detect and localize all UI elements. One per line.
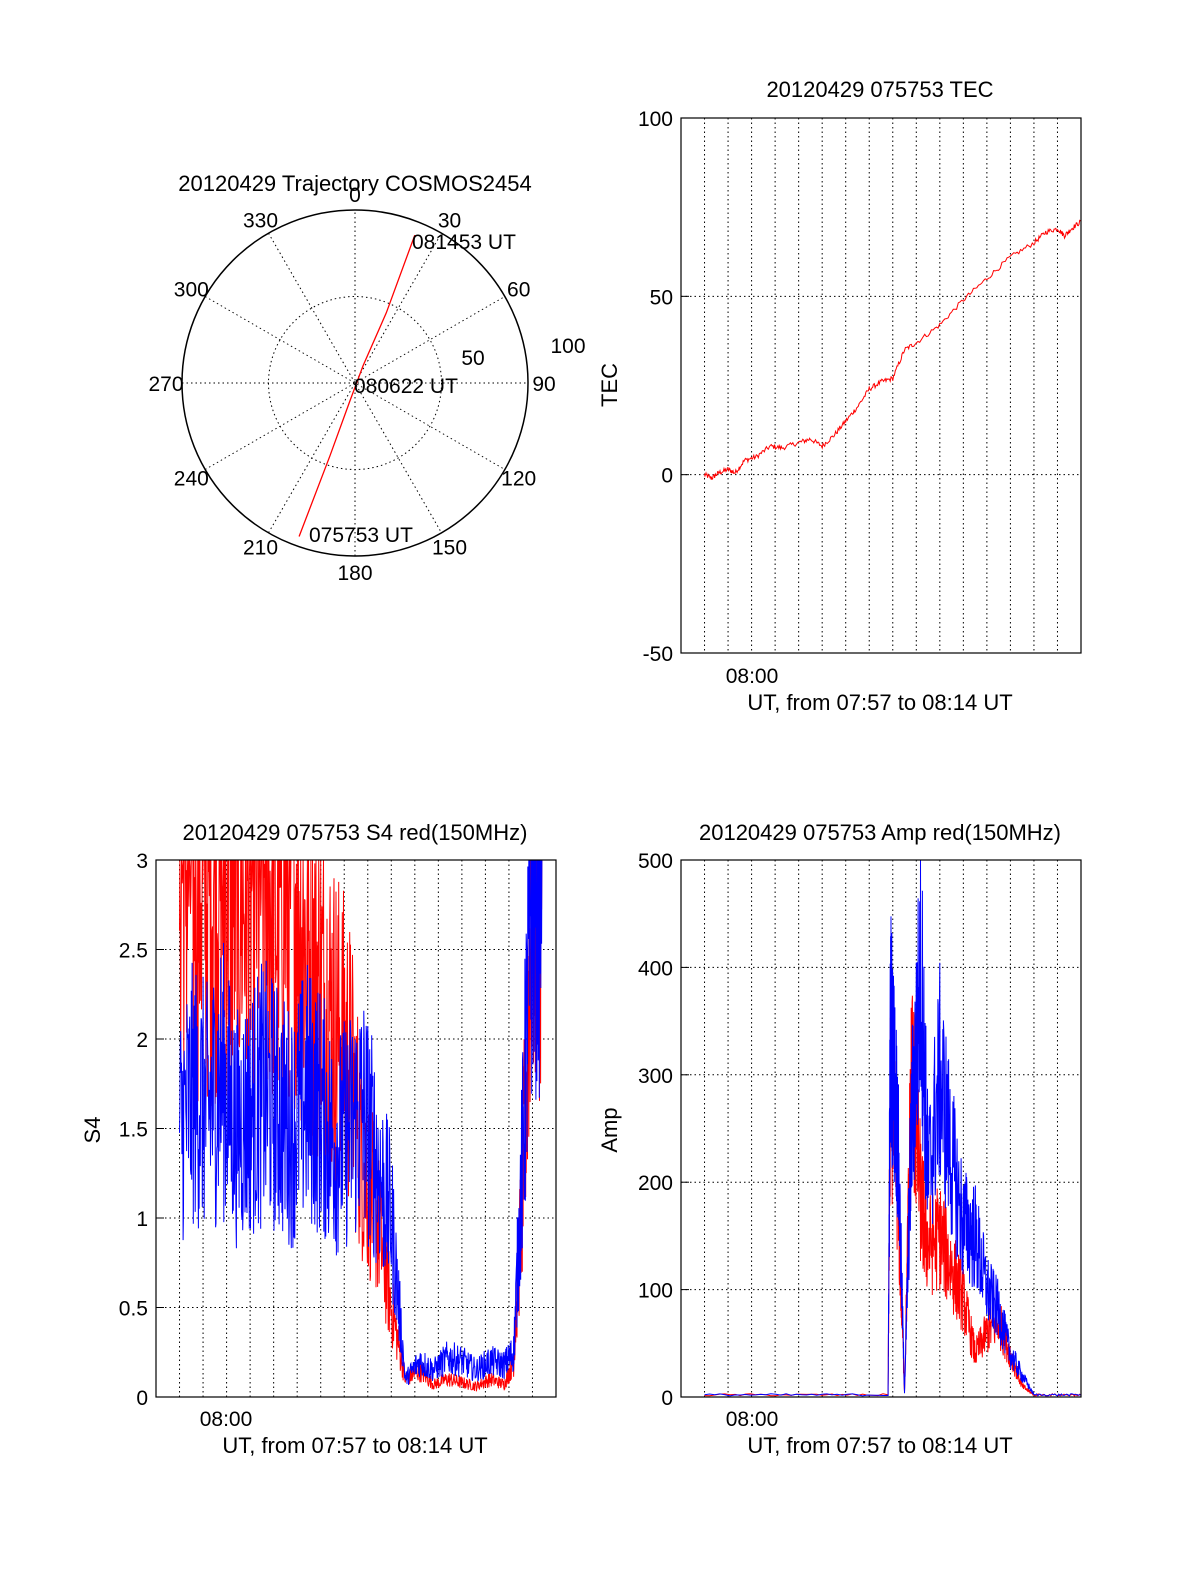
amp-x-tick-label: 08:00 — [726, 1408, 779, 1431]
amp-ytick-label: 500 — [638, 850, 673, 873]
s4-ytick-label: 3 — [136, 850, 148, 873]
amp-ytick-label: 0 — [661, 1387, 673, 1410]
s4-y-axis-label: S4 — [80, 1117, 105, 1144]
amp-ytick-label: 400 — [638, 957, 673, 980]
amp-ytick-label: 100 — [638, 1280, 673, 1303]
tec-ytick-label: 50 — [650, 286, 673, 309]
polar-spoke-30 — [268, 232, 442, 534]
radial-label-50: 50 — [461, 347, 484, 370]
polar-spoke-120 — [204, 296, 506, 470]
s4-plot-frame — [155, 859, 557, 1398]
trajectory-track — [298, 234, 416, 537]
tec-ytick-label: 0 — [661, 465, 673, 488]
tec-x-tick-label: 08:00 — [726, 665, 779, 688]
tec-grid — [681, 117, 1081, 654]
tec-y-tick-labels: -50 0 50 100 — [638, 108, 673, 666]
tec-series-red — [704, 219, 1082, 480]
amp-ytick-label: 200 — [638, 1172, 673, 1195]
angle-label-330: 330 — [243, 209, 278, 232]
tec-series — [704, 219, 1082, 480]
amp-title: 20120429 075753 Amp red(150MHz) — [699, 820, 1061, 845]
angle-label-30: 30 — [438, 209, 461, 232]
s4-x-tick-label: 08:00 — [200, 1408, 253, 1431]
trajectory-title: 20120429 Trajectory COSMOS2454 — [178, 171, 531, 196]
angle-label-270: 270 — [148, 373, 183, 396]
angle-label-60: 60 — [507, 279, 530, 302]
amp-panel: 20120429 075753 Amp red(150MHz) 0 100 200 3… — [597, 820, 1082, 1458]
amp-series-blue — [704, 859, 1082, 1397]
amp-y-axis-label: Amp — [597, 1107, 622, 1152]
amp-grid — [681, 859, 1081, 1398]
s4-series-blue — [179, 859, 543, 1385]
tec-ytick-label: -50 — [643, 643, 673, 666]
angle-labels: 0 30 60 90 120 150 180 210 240 270 300 330 — [148, 184, 555, 585]
amp-y-tick-labels: 0 100 200 300 400 500 — [638, 850, 673, 1410]
angle-label-210: 210 — [243, 537, 278, 560]
tec-plot-frame — [680, 117, 1082, 654]
amp-x-axis-label: UT, from 07:57 to 08:14 UT — [747, 1433, 1012, 1458]
s4-ytick-label: 1 — [136, 1208, 148, 1231]
polar-spoke-60 — [204, 296, 506, 470]
trajectory-polar-plot: 20120429 Trajectory COSMOS2454 0 30 60 90 12… — [148, 171, 585, 585]
tec-x-axis-label: UT, from 07:57 to 08:14 UT — [747, 690, 1012, 715]
s4-series — [179, 859, 543, 1392]
s4-ytick-label: 0.5 — [119, 1298, 148, 1321]
start-time-label: 075753 UT — [309, 524, 413, 547]
polar-grid — [182, 210, 528, 556]
s4-ytick-label: 0 — [136, 1387, 148, 1410]
angle-label-150: 150 — [432, 537, 467, 560]
tec-y-axis-label: TEC — [597, 363, 622, 407]
middle-time-label: 080622 UT — [354, 375, 458, 398]
s4-ytick-label: 1.5 — [119, 1119, 148, 1142]
s4-panel: 20120429 075753 S4 red(150MHz) 0 0.5 1 1.5 2… — [80, 820, 557, 1458]
amp-ytick-label: 300 — [638, 1065, 673, 1088]
angle-label-0: 0 — [349, 184, 361, 207]
amp-plot-frame — [680, 859, 1082, 1398]
polar-spoke-150 — [268, 232, 442, 534]
radial-label-100: 100 — [550, 335, 585, 358]
s4-ytick-label: 2.5 — [119, 940, 148, 963]
tec-ytick-label: 100 — [638, 108, 673, 131]
s4-title: 20120429 075753 S4 red(150MHz) — [183, 820, 528, 845]
angle-label-90: 90 — [532, 373, 555, 396]
s4-x-axis-label: UT, from 07:57 to 08:14 UT — [222, 1433, 487, 1458]
end-time-label: 081453 UT — [412, 231, 516, 254]
s4-ytick-label: 2 — [136, 1029, 148, 1052]
angle-label-180: 180 — [337, 562, 372, 585]
amp-series — [704, 859, 1082, 1397]
angle-label-300: 300 — [174, 279, 209, 302]
horizon-circle — [181, 209, 529, 557]
angle-label-240: 240 — [174, 468, 209, 491]
tec-title: 20120429 075753 TEC — [766, 77, 993, 102]
angle-label-120: 120 — [501, 468, 536, 491]
tec-panel: 20120429 075753 TEC -50 0 50 100 08:00 UT, … — [597, 77, 1082, 715]
s4-y-tick-labels: 0 0.5 1 1.5 2 2.5 3 — [119, 850, 148, 1410]
